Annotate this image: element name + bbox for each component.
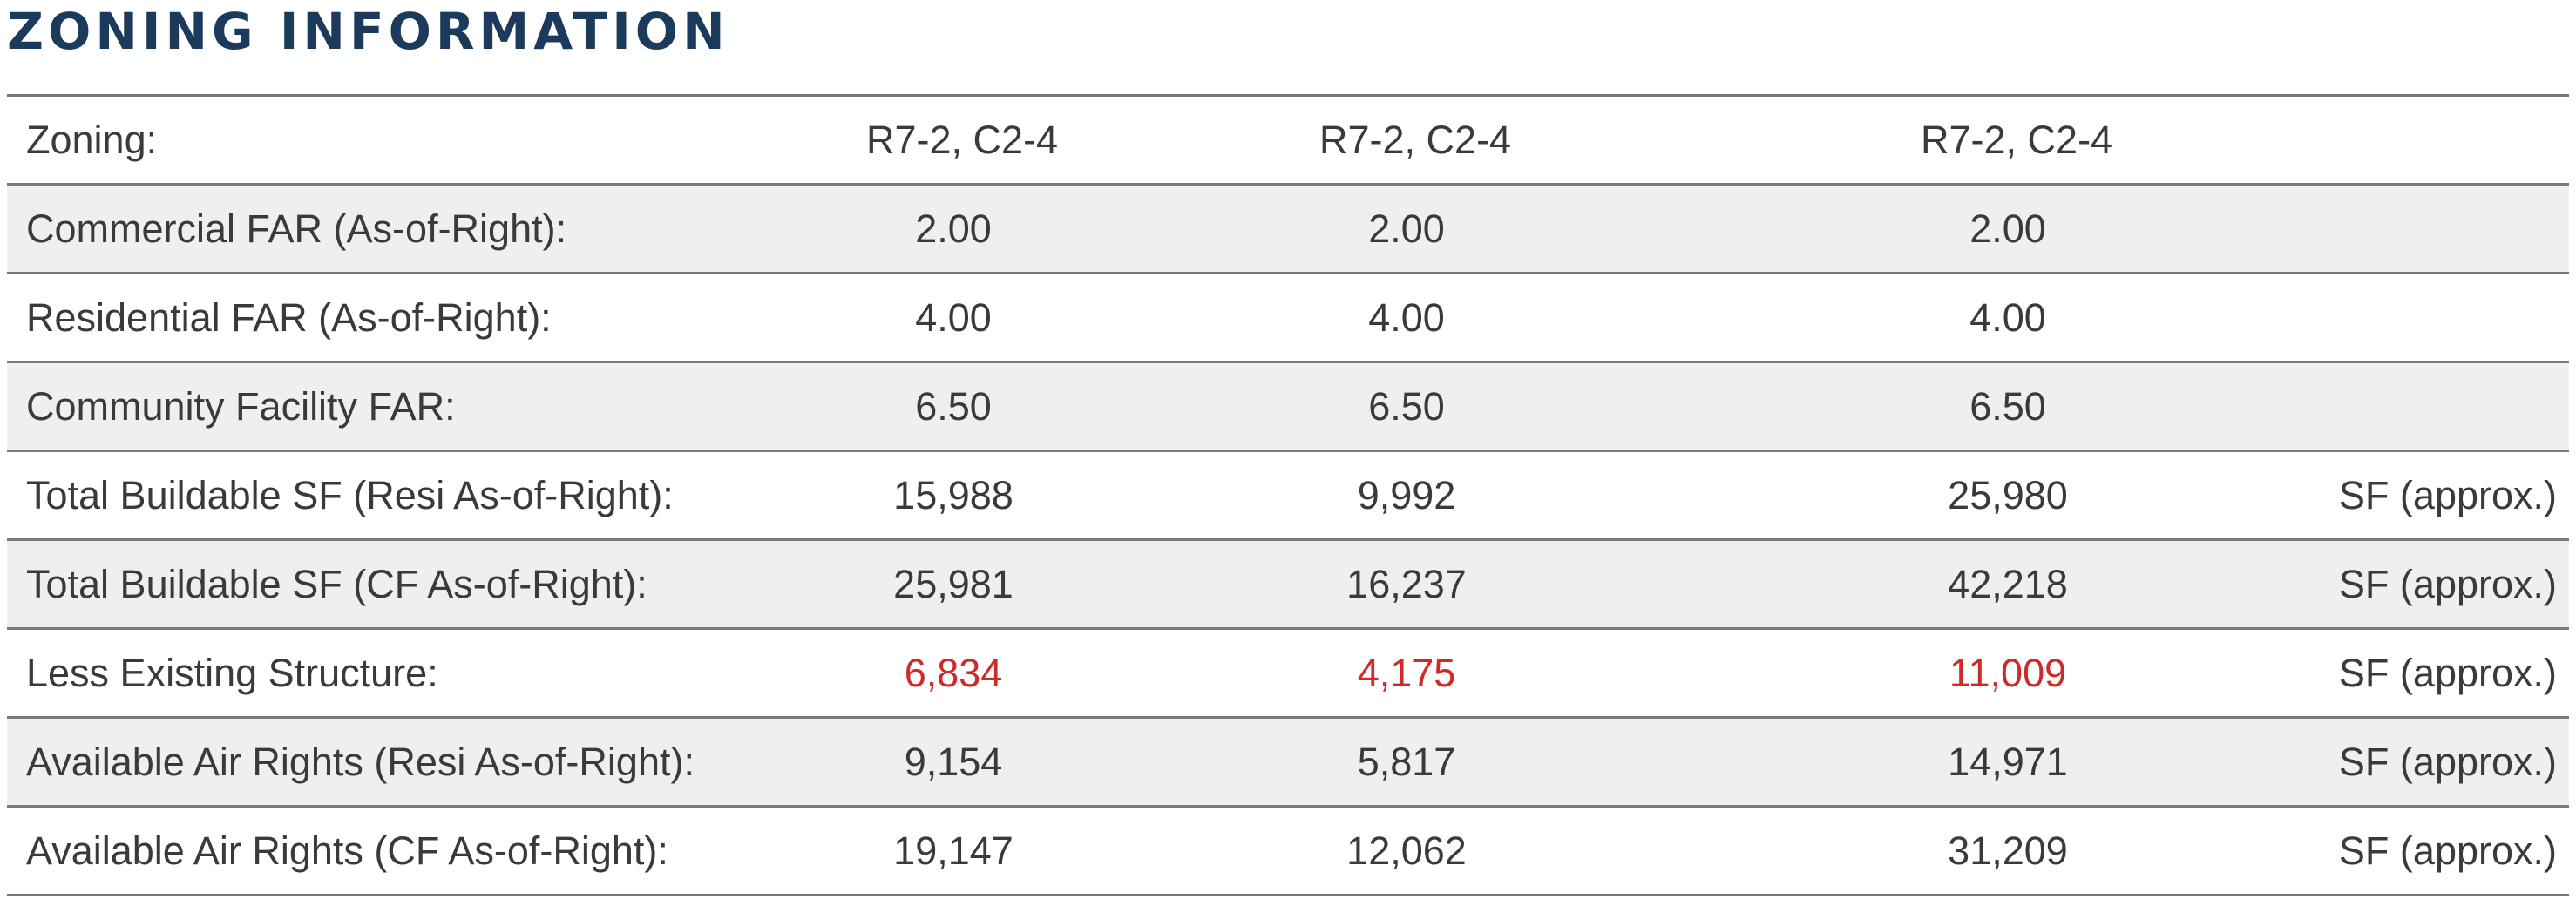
table-row-total-buildable-resi: Total Buildable SF (Resi As-of-Right): 1… [7,452,2569,541]
lot-b-value: 16,237 [1346,562,1467,606]
combined-value: 42,218 [1948,562,2068,606]
lot-a-value: 9,154 [904,740,1003,784]
row-label: Available Air Rights (Resi As-of-Right): [26,740,695,784]
lot-a-value: 25,981 [893,562,1013,606]
row-label: Total Buildable SF (Resi As-of-Right): [26,473,674,517]
row-label: Less Existing Structure: [26,651,438,695]
unit-label: SF (approx.) [2338,828,2557,873]
lot-a-value: 2.00 [915,206,992,251]
lot-a-value: 6.50 [915,384,992,429]
table-row-commercial-far: Commercial FAR (As-of-Right): 2.00 2.00 … [7,186,2569,274]
lot-b-value: 9,992 [1357,473,1456,517]
table-row-air-rights-resi: Available Air Rights (Resi As-of-Right):… [7,719,2569,808]
row-label: Commercial FAR (As-of-Right): [26,206,567,251]
lot-a-value: 6,834 [904,651,1003,695]
table-row-total-buildable-cf: Total Buildable SF (CF As-of-Right): 25,… [7,541,2569,630]
lot-b-value: 6.50 [1368,384,1445,429]
unit-label: SF (approx.) [2338,740,2557,784]
unit-label: SF (approx.) [2338,473,2557,517]
lot-a-value: 4.00 [915,295,992,340]
combined-value: 11,009 [1949,651,2067,695]
table-row-air-rights-cf: Available Air Rights (CF As-of-Right): 1… [7,808,2569,896]
lot-b-value: 4,175 [1357,651,1456,695]
table-row-zoning: Zoning: R7-2, C2-4 R7-2, C2-4 R7-2, C2-4 [7,97,2569,186]
combined-value: 2.00 [1969,206,2046,251]
row-label: Residential FAR (As-of-Right): [26,295,552,340]
combined-value: R7-2, C2-4 [1921,118,2113,162]
lot-b-value: 12,062 [1346,828,1467,873]
lot-b-value: 5,817 [1357,740,1456,784]
row-label: Community Facility FAR: [26,384,456,429]
lot-a-value: R7-2, C2-4 [866,118,1059,162]
combined-value: 25,980 [1948,473,2068,517]
table-row-less-existing-structure: Less Existing Structure: 6,834 4,175 11,… [7,630,2569,719]
combined-value: 4.00 [1969,295,2046,340]
table-row-residential-far: Residential FAR (As-of-Right): 4.00 4.00… [7,274,2569,363]
table-row-community-facility-far: Community Facility FAR: 6.50 6.50 6.50 [7,363,2569,452]
combined-value: 14,971 [1948,740,2068,784]
unit-label: SF (approx.) [2338,562,2557,606]
row-label: Total Buildable SF (CF As-of-Right): [26,562,647,606]
page-title: ZONING INFORMATION [7,2,729,61]
lot-b-value: 2.00 [1368,206,1445,251]
combined-value: 6.50 [1969,384,2046,429]
lot-b-value: 4.00 [1368,295,1445,340]
zoning-table: Zoning: R7-2, C2-4 R7-2, C2-4 R7-2, C2-4… [7,94,2569,896]
lot-b-value: R7-2, C2-4 [1319,118,1512,162]
lot-a-value: 15,988 [893,473,1013,517]
unit-label: SF (approx.) [2338,651,2557,695]
lot-a-value: 19,147 [893,828,1013,873]
row-label: Zoning: [26,118,158,162]
combined-value: 31,209 [1948,828,2068,873]
row-label: Available Air Rights (CF As-of-Right): [26,828,668,873]
